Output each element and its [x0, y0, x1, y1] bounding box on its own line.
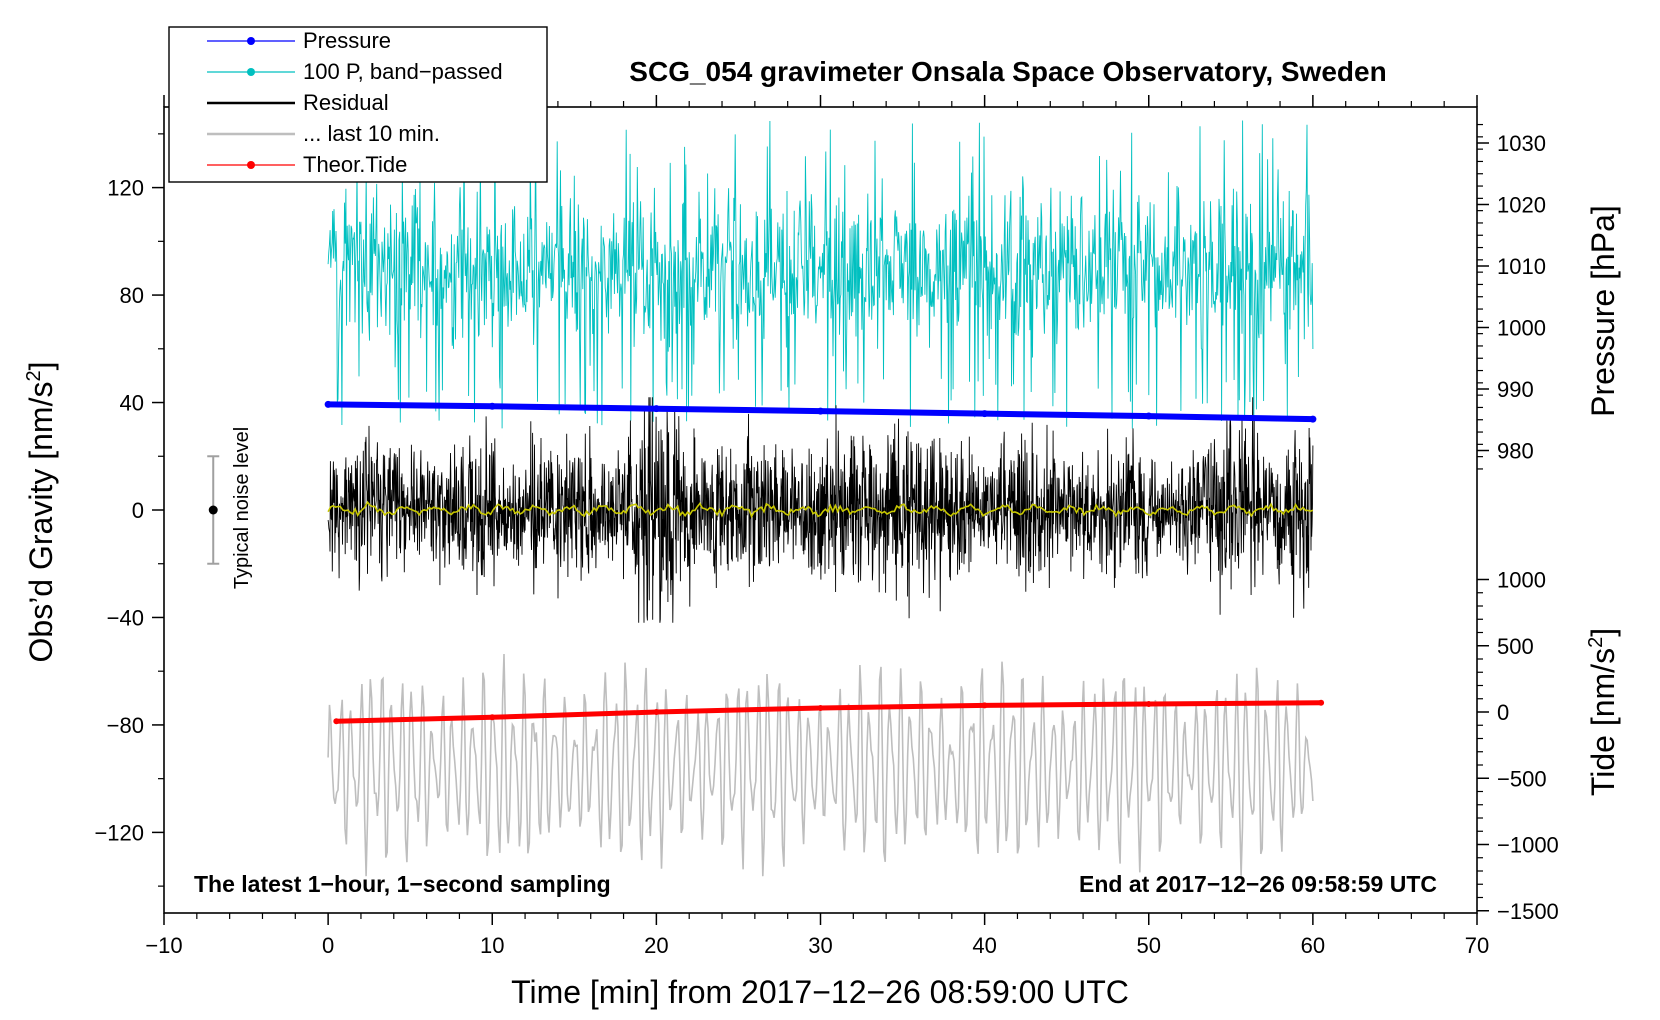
annotation-bottom-right: End at 2017−12−26 09:58:59 UTC	[1079, 871, 1437, 897]
pressure-point	[324, 400, 332, 408]
legend-box	[168, 26, 548, 183]
legend-marker	[247, 37, 255, 45]
x-tick-label: 20	[644, 933, 668, 958]
y-axis-label-tide-end: ]	[1585, 628, 1621, 637]
tide-point	[1318, 699, 1325, 706]
y-left-tick-label: −80	[107, 713, 144, 738]
pressure-point	[652, 405, 660, 413]
y-axis-label-pressure: Pressure [hPa]	[1585, 205, 1621, 417]
pressure-point	[817, 407, 824, 415]
x-tick-label: 60	[1301, 933, 1325, 958]
series-residual	[327, 397, 1314, 623]
y-axis-label-tide-sup: 2	[1585, 637, 1607, 648]
legend-marker	[247, 161, 255, 169]
y-left-tick-label: −120	[94, 820, 144, 845]
labels-layer: SCG_054 gravimeter Onsala Space Observat…	[23, 56, 1621, 1010]
legend-label: 100 P, band−passed	[303, 59, 503, 84]
tide-tick-label: 0	[1497, 700, 1509, 725]
tide-tick-label: −1500	[1497, 899, 1559, 924]
tide-point	[333, 718, 340, 725]
legend-label: ... last 10 min.	[303, 121, 440, 146]
y-left-tick-label: 120	[107, 176, 144, 201]
y-left-tick-label: 80	[120, 283, 144, 308]
x-tick-label: 30	[808, 933, 832, 958]
y-axis-label-left-text: Obs’d Gravity [nm/s	[23, 382, 59, 663]
axes-layer: −10 0 10 20 30 40 50 60 7012080400−40−80−1201030…	[94, 95, 1559, 958]
legend-label: Theor.Tide	[303, 152, 407, 177]
y-left-tick-label: 40	[120, 391, 144, 416]
tide-point	[817, 705, 824, 712]
pressure-tick-label: 980	[1497, 439, 1534, 464]
tide-tick-label: −1000	[1497, 833, 1559, 858]
tide-point	[981, 702, 988, 709]
pressure-tick-label: 990	[1497, 377, 1534, 402]
y-axis-label-tide-text: Tide [nm/s	[1585, 648, 1621, 796]
series-band-passed-pressure	[327, 120, 1314, 429]
y-left-tick-label: −40	[107, 605, 144, 630]
tide-tick-label: 1000	[1497, 568, 1546, 593]
pressure-tick-label: 1000	[1497, 316, 1546, 341]
pressure-tick-label: 1030	[1497, 131, 1546, 156]
tide-point	[489, 714, 496, 721]
pressure-point	[488, 402, 496, 410]
x-tick-label: −10	[145, 933, 182, 958]
x-tick-label: 0	[322, 933, 334, 958]
chart-title: SCG_054 gravimeter Onsala Space Observat…	[629, 56, 1386, 87]
pressure-point	[1145, 412, 1153, 420]
legend-marker	[247, 68, 255, 76]
x-axis-label: Time [min] from 2017−12−26 08:59:00 UTC	[511, 974, 1129, 1010]
y-left-tick-label: 0	[132, 498, 144, 523]
y-axis-label-left: Obs’d Gravity [nm/s2]	[23, 362, 59, 663]
tide-point	[653, 709, 660, 715]
tide-tick-label: −500	[1497, 766, 1547, 791]
pressure-tick-label: 1020	[1497, 193, 1546, 218]
pressure-point	[981, 410, 989, 418]
y-axis-label-left-end: ]	[23, 362, 59, 371]
tide-tick-label: 500	[1497, 634, 1534, 659]
legend-label: Residual	[303, 90, 389, 115]
noise-level-center	[208, 505, 218, 515]
x-tick-label: 40	[972, 933, 996, 958]
x-tick-label: 10	[480, 933, 504, 958]
y-axis-label-left-sup: 2	[23, 370, 45, 381]
noise-level-label: Typical noise level	[231, 427, 253, 589]
data-layer	[207, 120, 1325, 877]
tide-point	[1145, 701, 1152, 708]
annotation-bottom-left: The latest 1−hour, 1−second sampling	[194, 871, 611, 897]
x-tick-label: 70	[1465, 933, 1489, 958]
series-residual-smoothed	[327, 500, 1314, 519]
legend-label: Pressure	[303, 28, 391, 53]
pressure-tick-label: 1010	[1497, 254, 1546, 279]
x-tick-label: 50	[1137, 933, 1161, 958]
legend: Pressure 100 P, band−passed Residual ... la…	[168, 26, 548, 183]
y-axis-label-tide: Tide [nm/s2]	[1585, 628, 1621, 796]
pressure-point	[1309, 415, 1317, 423]
